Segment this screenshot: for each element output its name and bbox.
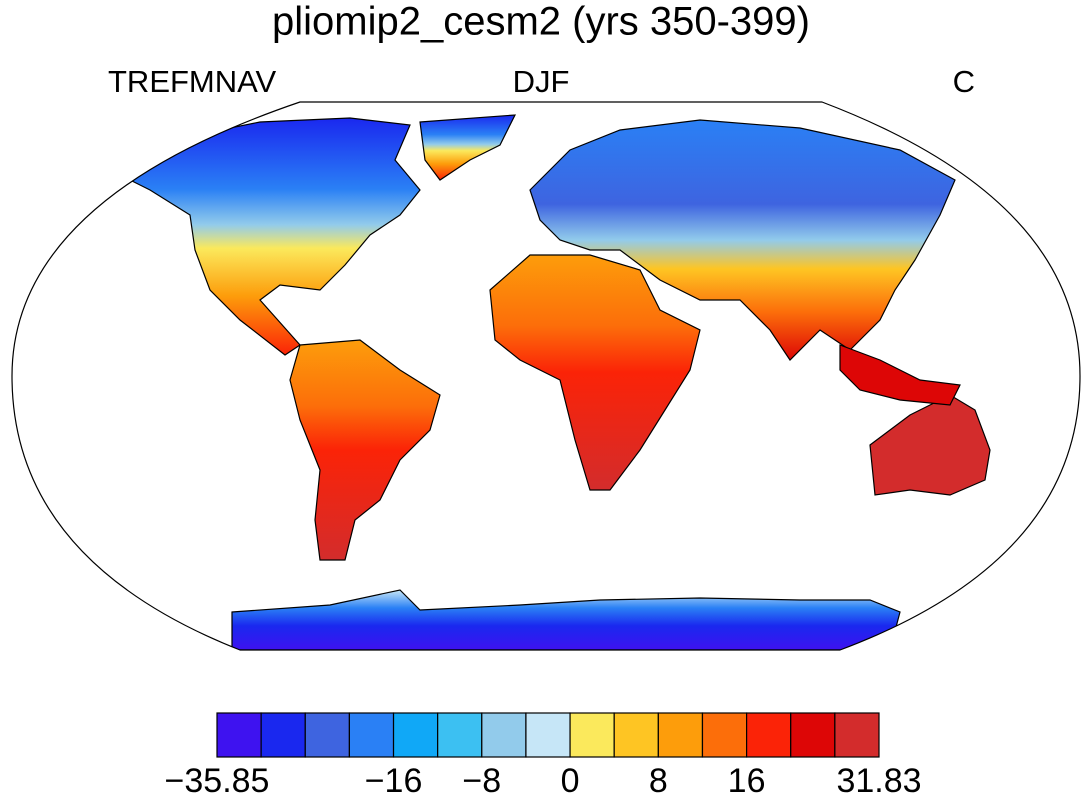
map-outline [11,101,1081,651]
australia [869,394,991,496]
colorbar-box [569,712,615,758]
colorbar-box [437,712,483,758]
colorbar-box [745,712,792,758]
colorbar-label: −16 [365,762,423,798]
colorbar-box [657,712,704,758]
map [108,114,991,650]
colorbar-box [525,712,571,758]
antarctica [231,589,901,650]
units-label: C [953,64,975,99]
season-label: DJF [513,64,570,99]
colorbar-label: 31.83 [836,762,921,798]
south-america [289,339,441,561]
colorbar-label: 0 [561,762,580,798]
north-america [108,117,421,356]
title: pliomip2_cesm2 (yrs 350-399) [272,0,810,44]
colorbar-box [834,712,880,758]
colorbar: −35.85 −16 −8 0 8 16 31.83 [165,712,922,798]
colorbar-box [304,712,350,758]
colorbar-label: 16 [728,762,766,798]
colorbar-box [260,712,306,758]
colorbar-label: −8 [462,762,501,798]
colorbar-box [392,712,439,758]
colorbar-label: 8 [649,762,668,798]
maritime-asia [839,344,961,406]
colorbar-box [348,712,395,758]
colorbar-box [790,712,836,758]
colorbar-box [701,712,748,758]
colorbar-box [481,712,527,758]
variable-label: TREFMNAV [108,64,277,99]
africa [489,254,701,491]
colorbar-box [216,712,262,758]
greenland [419,114,517,181]
colorbar-label: −35.85 [165,762,270,798]
colorbar-box [613,712,659,758]
